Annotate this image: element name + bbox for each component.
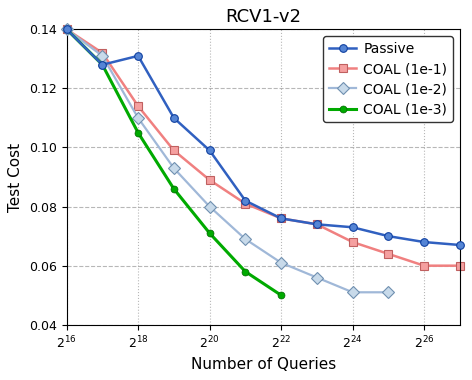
COAL (1e-1)	[314, 222, 320, 226]
Passive	[457, 243, 463, 247]
Passive	[171, 116, 177, 120]
COAL (1e-2)	[314, 275, 320, 280]
Legend: Passive, COAL (1e-1), COAL (1e-2), COAL (1e-3): Passive, COAL (1e-1), COAL (1e-2), COAL …	[323, 36, 453, 122]
COAL (1e-3)	[100, 62, 105, 67]
Y-axis label: Test Cost: Test Cost	[8, 142, 23, 212]
COAL (1e-1)	[421, 263, 427, 268]
COAL (1e-2)	[386, 290, 391, 294]
Passive	[314, 222, 320, 226]
COAL (1e-3)	[278, 293, 284, 298]
Passive	[243, 198, 248, 203]
COAL (1e-1)	[386, 252, 391, 256]
COAL (1e-2)	[350, 290, 355, 294]
COAL (1e-2)	[135, 116, 141, 120]
Passive	[386, 234, 391, 238]
COAL (1e-1)	[350, 240, 355, 244]
Passive	[278, 216, 284, 221]
Line: COAL (1e-1): COAL (1e-1)	[63, 25, 464, 269]
Passive	[421, 240, 427, 244]
COAL (1e-2)	[243, 237, 248, 241]
Passive	[350, 225, 355, 230]
Title: RCV1-v2: RCV1-v2	[225, 8, 301, 26]
Passive	[135, 54, 141, 58]
Line: COAL (1e-3): COAL (1e-3)	[63, 26, 285, 299]
COAL (1e-1)	[207, 178, 212, 182]
COAL (1e-1)	[243, 201, 248, 206]
COAL (1e-2)	[207, 204, 212, 209]
COAL (1e-3)	[207, 231, 212, 236]
COAL (1e-3)	[171, 187, 177, 191]
COAL (1e-1)	[64, 27, 69, 32]
COAL (1e-1)	[135, 104, 141, 108]
COAL (1e-2)	[171, 166, 177, 171]
Line: COAL (1e-2): COAL (1e-2)	[62, 25, 393, 296]
COAL (1e-2)	[64, 27, 69, 32]
COAL (1e-1)	[171, 148, 177, 153]
Passive	[64, 27, 69, 32]
Passive	[100, 62, 105, 67]
COAL (1e-1)	[278, 216, 284, 221]
COAL (1e-2)	[278, 260, 284, 265]
COAL (1e-3)	[243, 269, 248, 274]
Line: Passive: Passive	[63, 25, 464, 249]
COAL (1e-1)	[100, 51, 105, 55]
X-axis label: Number of Queries: Number of Queries	[191, 357, 336, 372]
COAL (1e-2)	[100, 54, 105, 58]
COAL (1e-3)	[135, 130, 141, 135]
COAL (1e-3)	[64, 27, 69, 32]
COAL (1e-1)	[457, 263, 463, 268]
Passive	[207, 148, 212, 153]
